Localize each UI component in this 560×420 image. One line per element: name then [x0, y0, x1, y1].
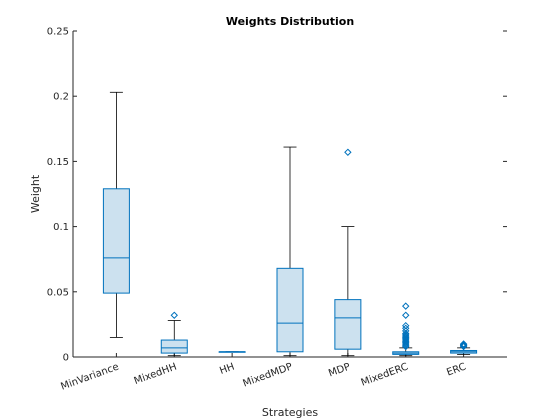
iqr-box	[276, 267, 304, 353]
y-tick-label: 0.05	[47, 287, 69, 298]
y-axis-ticks: 0 0.05 0.1 0.15 0.2 0.25	[47, 27, 507, 364]
x-tick-label: MixedMDP	[242, 361, 295, 389]
x-tick-label: HH	[218, 361, 236, 376]
y-tick-label: 0.15	[47, 157, 69, 168]
y-tick-label: 0.25	[47, 27, 69, 38]
box-series	[102, 91, 478, 357]
y-tick-label: 0.1	[53, 222, 69, 233]
x-tick-label: MixedERC	[360, 361, 410, 388]
outlier-point	[402, 321, 410, 330]
outlier-point	[402, 311, 410, 319]
x-tick-label: MixedHH	[133, 361, 179, 387]
x-axis-ticks: MinVariance MixedHH HH MixedMDP MDP MixedERC E…	[59, 353, 468, 393]
outlier-point	[170, 311, 178, 319]
y-tick-label: 0	[63, 353, 69, 364]
iqr-box	[334, 299, 362, 350]
x-tick-label: MinVariance	[59, 361, 120, 392]
box-erc	[450, 340, 478, 355]
box-mixedhh	[160, 311, 188, 357]
box-mixedmdp	[276, 146, 304, 357]
box-hh	[218, 351, 246, 353]
x-tick-label: ERC	[445, 361, 467, 378]
chart-title: Weights Distribution	[226, 15, 354, 28]
x-axis-label: Strategies	[262, 406, 318, 419]
y-tick-label: 0.2	[53, 92, 69, 103]
outlier-point	[459, 340, 468, 348]
x-tick-label: MDP	[327, 361, 352, 379]
box-minvariance	[102, 91, 130, 338]
box-mixederc	[392, 302, 420, 357]
iqr-box	[160, 339, 188, 354]
y-axis-label: Weight	[29, 174, 42, 213]
iqr-box	[102, 188, 130, 294]
box-mdp	[334, 148, 362, 357]
outlier-point	[402, 302, 410, 310]
outlier-point	[344, 148, 352, 156]
